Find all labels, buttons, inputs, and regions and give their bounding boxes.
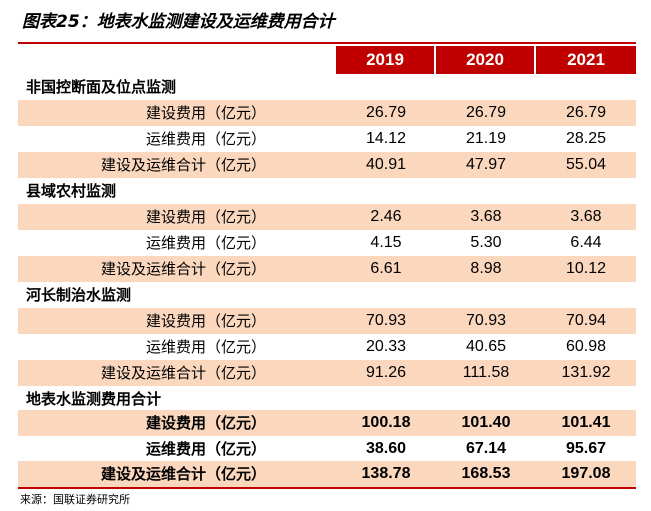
cell-2019: 138.78 (361, 465, 411, 482)
cell-2019: 70.93 (365, 312, 407, 329)
section-label: 河长制治水监测 (26, 286, 132, 304)
row-label: 建设及运维合计（亿元） (100, 156, 266, 174)
cell-2020: 111.58 (462, 364, 510, 381)
section-row: 河长制治水监测 (18, 282, 636, 308)
column-header-2019: 2019 (336, 46, 434, 74)
row-label: 运维费用（亿元） (145, 338, 266, 356)
table-row: 运维费用（亿元） 14.12 21.19 28.25 (18, 126, 636, 152)
table-row: 建设费用（亿元） 70.93 70.93 70.94 (18, 308, 636, 334)
cell-2021: 6.44 (570, 234, 602, 251)
cell-2019: 38.60 (365, 440, 407, 457)
cell-2021: 3.68 (570, 208, 602, 225)
cell-2021: 28.25 (565, 130, 607, 147)
table-row: 建设及运维合计（亿元） 91.26 111.58 131.92 (18, 360, 636, 386)
cell-2019: 91.26 (365, 364, 407, 381)
table-row: 建设及运维合计（亿元） 138.78 168.53 197.08 (18, 461, 636, 487)
table-row: 建设及运维合计（亿元） 40.91 47.97 55.04 (18, 152, 636, 178)
row-label: 建设及运维合计（亿元） (100, 364, 266, 382)
table-row: 运维费用（亿元） 20.33 40.65 60.98 (18, 334, 636, 360)
cell-2020: 168.53 (461, 465, 511, 482)
row-label: 建设及运维合计（亿元） (100, 465, 266, 483)
cell-2021: 197.08 (561, 465, 611, 482)
section-row: 县域农村监测 (18, 178, 636, 204)
cell-2020: 5.30 (470, 234, 502, 251)
cell-2019: 6.61 (370, 260, 402, 277)
cell-2019: 100.18 (361, 414, 411, 431)
table-title: 图表25：地表水监测建设及运维费用合计 (22, 12, 335, 32)
row-label: 建设费用（亿元） (145, 414, 266, 432)
source-note: 来源：国联证券研究所 (20, 493, 130, 506)
cell-2021: 26.79 (565, 104, 607, 121)
row-label: 建设费用（亿元） (145, 312, 266, 330)
cell-2019: 2.46 (370, 208, 402, 225)
cell-2019: 40.91 (365, 156, 407, 173)
cell-2020: 21.19 (465, 130, 507, 147)
row-label: 建设费用（亿元） (145, 104, 266, 122)
column-header-2020: 2020 (436, 46, 534, 74)
section-label: 非国控断面及位点监测 (26, 78, 177, 96)
table-row: 建设及运维合计（亿元） 6.61 8.98 10.12 (18, 256, 636, 282)
section-label: 县域农村监测 (26, 182, 117, 200)
cell-2021: 60.98 (565, 338, 607, 355)
bottom-divider (18, 487, 636, 489)
cell-2021: 70.94 (565, 312, 607, 329)
header-blank-cell (18, 46, 336, 74)
cell-2019: 26.79 (365, 104, 407, 121)
row-label: 运维费用（亿元） (145, 440, 266, 458)
cell-2020: 70.93 (465, 312, 507, 329)
cell-2021: 95.67 (565, 440, 607, 457)
cell-2021: 131.92 (561, 364, 611, 381)
row-label: 建设及运维合计（亿元） (100, 260, 266, 278)
cell-2021: 10.12 (565, 260, 607, 277)
column-header-2021: 2021 (536, 46, 636, 74)
section-label: 地表水监测费用合计 (26, 390, 162, 408)
table-row: 运维费用（亿元） 4.15 5.30 6.44 (18, 230, 636, 256)
cell-2021: 101.41 (561, 414, 611, 431)
section-row: 非国控断面及位点监测 (18, 74, 636, 100)
cell-2020: 3.68 (470, 208, 502, 225)
section-row: 地表水监测费用合计 (18, 386, 636, 412)
cell-2020: 40.65 (465, 338, 507, 355)
cell-2020: 8.98 (470, 260, 502, 277)
cell-2020: 26.79 (465, 104, 507, 121)
title-divider (18, 42, 636, 44)
cell-2020: 101.40 (461, 414, 511, 431)
row-label: 建设费用（亿元） (145, 208, 266, 226)
cell-2019: 20.33 (365, 338, 407, 355)
table-row: 建设费用（亿元） 26.79 26.79 26.79 (18, 100, 636, 126)
table-row: 建设费用（亿元） 2.46 3.68 3.68 (18, 204, 636, 230)
cell-2019: 14.12 (365, 130, 407, 147)
row-label: 运维费用（亿元） (145, 234, 266, 252)
cell-2021: 55.04 (565, 156, 607, 173)
cell-2019: 4.15 (370, 234, 402, 251)
table-row: 运维费用（亿元） 38.60 67.14 95.67 (18, 436, 636, 462)
cell-2020: 47.97 (465, 156, 507, 173)
row-label: 运维费用（亿元） (145, 130, 266, 148)
table-row: 建设费用（亿元） 100.18 101.40 101.41 (18, 410, 636, 436)
cell-2020: 67.14 (465, 440, 507, 457)
